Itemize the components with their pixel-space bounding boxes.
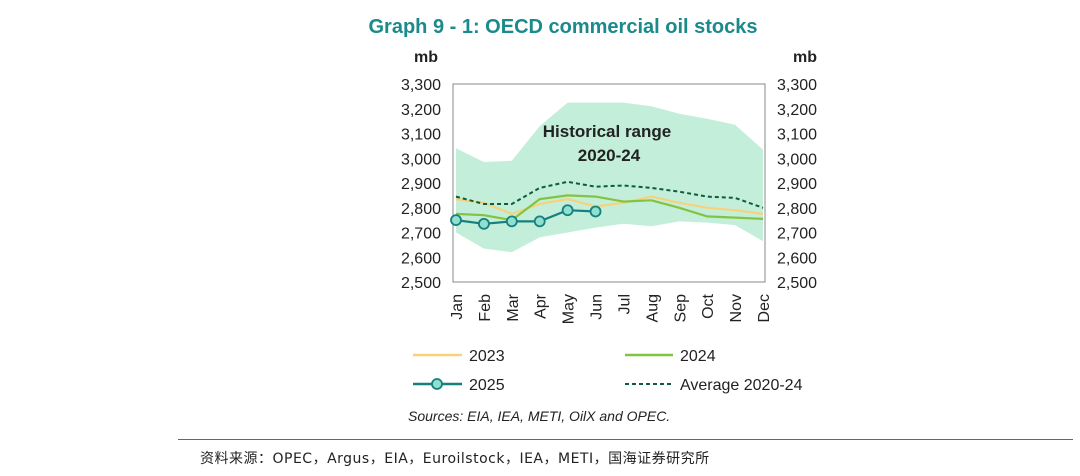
historical-range-band (456, 102, 763, 253)
left-y-axis: 3,300 3,200 3,100 3,000 2,900 2,800 2,700 2,600… (401, 77, 441, 292)
series-point-2025 (533, 215, 546, 228)
right-tick-label: 3,100 (777, 127, 817, 144)
x-tick-label: Mar (505, 293, 522, 321)
legend-label-average: Average 2020-24 (680, 377, 803, 394)
legend-label-2024: 2024 (680, 348, 716, 365)
x-tick-label: Apr (533, 293, 550, 319)
footer-source: 资料来源：OPEC，Argus，EIA，Euroilstock，IEA，METI… (200, 451, 710, 467)
x-tick-label: Oct (700, 293, 717, 318)
x-tick-label: Jan (449, 294, 466, 320)
left-tick-label: 2,500 (401, 275, 441, 292)
x-tick-label: Jun (589, 294, 606, 320)
right-tick-label: 3,300 (777, 77, 817, 94)
left-tick-label: 2,600 (401, 250, 441, 267)
left-tick-label: 3,300 (401, 77, 441, 94)
right-tick-label: 2,500 (777, 275, 817, 292)
series-point-2025 (450, 214, 462, 227)
x-tick-label: Feb (477, 294, 494, 322)
right-y-axis: 3,300 3,200 3,100 3,000 2,900 2,800 2,700 2,600… (777, 77, 817, 292)
x-tick-label: Dec (756, 294, 773, 322)
legend-label-2025: 2025 (469, 377, 505, 394)
oil-stocks-chart: Graph 9 - 1: OECD commercial oil stocks … (368, 16, 817, 424)
series-point-2025 (505, 215, 518, 228)
x-tick-label: May (561, 294, 578, 324)
left-tick-label: 2,900 (401, 176, 441, 193)
left-unit-label: mb (414, 49, 438, 66)
range-label-line2: 2020-24 (578, 146, 641, 165)
left-tick-label: 3,000 (401, 151, 441, 168)
series-point-2025 (478, 217, 490, 230)
right-tick-label: 2,900 (777, 176, 817, 193)
right-unit-label: mb (793, 49, 817, 66)
range-label-line1: Historical range (543, 122, 672, 141)
x-axis: Jan Feb Mar Apr May Jun Jul Aug Sep Oct Nov Dec (449, 293, 773, 324)
x-tick-label: Sep (672, 294, 689, 323)
left-tick-label: 2,800 (401, 201, 441, 218)
footer-divider (178, 439, 1073, 440)
series-line-2023 (455, 195, 764, 215)
right-tick-label: 2,700 (777, 226, 817, 243)
right-tick-label: 2,800 (777, 201, 817, 218)
x-tick-label: Jul (616, 294, 633, 314)
left-tick-label: 2,700 (401, 226, 441, 243)
series-layer (450, 180, 764, 230)
legend-marker-2025 (431, 378, 443, 390)
series-point-2025 (561, 204, 574, 217)
chart-title: Graph 9 - 1: OECD commercial oil stocks (368, 16, 757, 38)
x-tick-label: Nov (728, 294, 745, 322)
series-line-average (455, 180, 764, 209)
x-tick-label: Aug (644, 294, 661, 322)
legend: 2023 2024 2025 Average 2020-24 (413, 348, 803, 394)
left-tick-label: 3,200 (401, 102, 441, 119)
left-tick-label: 3,100 (401, 127, 441, 144)
source-note: Sources: EIA, IEA, METI, OilX and OPEC. (408, 408, 670, 424)
right-tick-label: 3,000 (777, 151, 817, 168)
right-tick-label: 3,200 (777, 102, 817, 119)
series-point-2025 (589, 205, 602, 218)
right-tick-label: 2,600 (777, 250, 817, 267)
legend-label-2023: 2023 (469, 348, 505, 365)
